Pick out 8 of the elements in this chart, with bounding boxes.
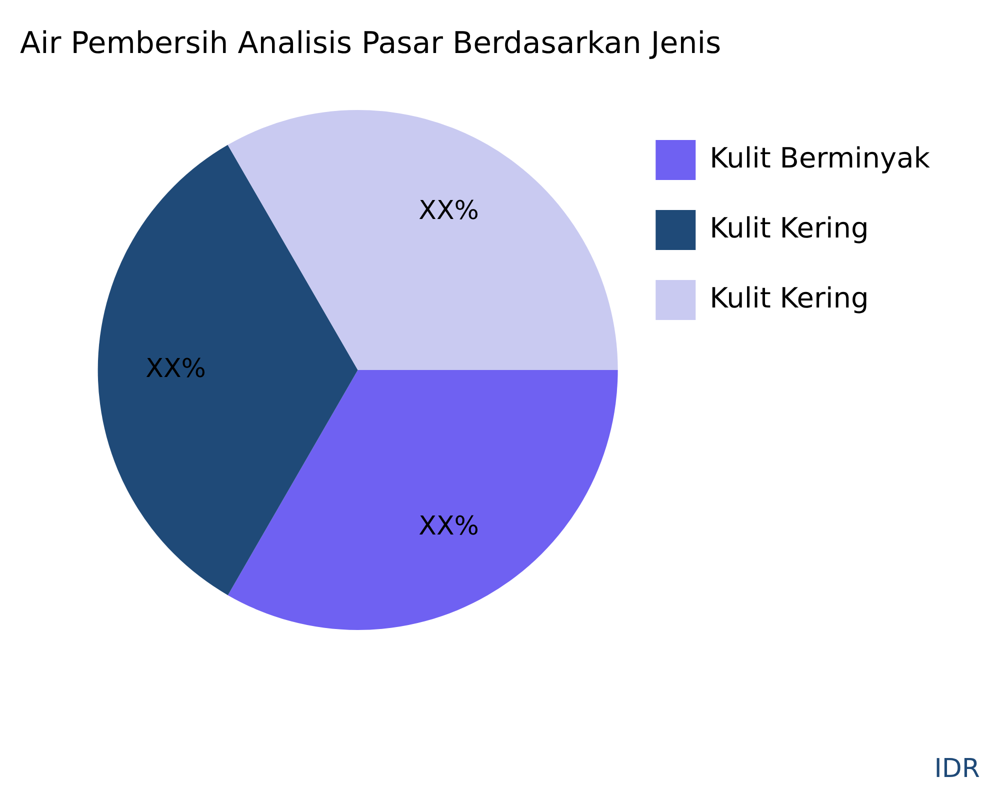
- chart-title: Air Pembersih Analisis Pasar Berdasarkan Jenis: [20, 26, 722, 61]
- data-label: XX%: [418, 511, 480, 542]
- text: IDR: [934, 754, 980, 784]
- data-label: XX%: [146, 354, 206, 384]
- legend-label: Kulit Kering: [710, 211, 869, 244]
- data-label: XX%: [418, 196, 479, 226]
- legend-label: Kulit Kering: [710, 281, 869, 314]
- legend-label: Kulit Berminyak: [710, 141, 931, 174]
